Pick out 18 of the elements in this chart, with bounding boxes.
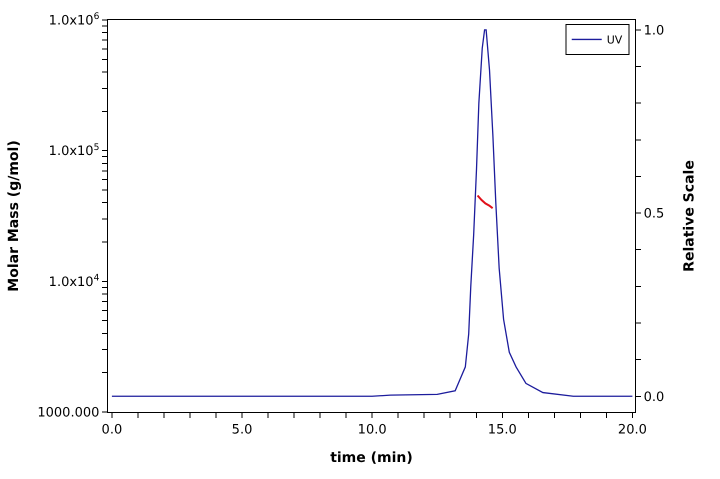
x-tick-label: 15.0 bbox=[488, 422, 517, 438]
line-series bbox=[476, 194, 494, 210]
y-tick-label: 1.0x10$^{5}$ bbox=[48, 142, 100, 160]
y2-tick-label: 1.0 bbox=[644, 23, 664, 38]
y-tick-label: 1.0x10$^{4}$ bbox=[48, 273, 100, 290]
x-tick-label: 5.0 bbox=[232, 422, 252, 438]
legend-label: UV bbox=[606, 34, 623, 47]
y-axis-title: Molar Mass (g/mol) bbox=[6, 140, 22, 292]
x-tick-label: 10.0 bbox=[358, 422, 387, 438]
x-tick-label: 0.0 bbox=[102, 422, 122, 438]
x-axis-title: time (min) bbox=[330, 450, 413, 466]
line-series bbox=[111, 29, 634, 397]
y2-axis-title: Relative Scale bbox=[682, 160, 698, 272]
y2-tick-label: 0.0 bbox=[644, 390, 664, 405]
y-tick-label: 1.0x10$^{6}$ bbox=[48, 12, 100, 29]
y-tick-label: 1000.000 bbox=[37, 406, 100, 421]
x-tick-label: 20.0 bbox=[618, 422, 647, 438]
y2-tick-label: 0.5 bbox=[644, 206, 664, 222]
